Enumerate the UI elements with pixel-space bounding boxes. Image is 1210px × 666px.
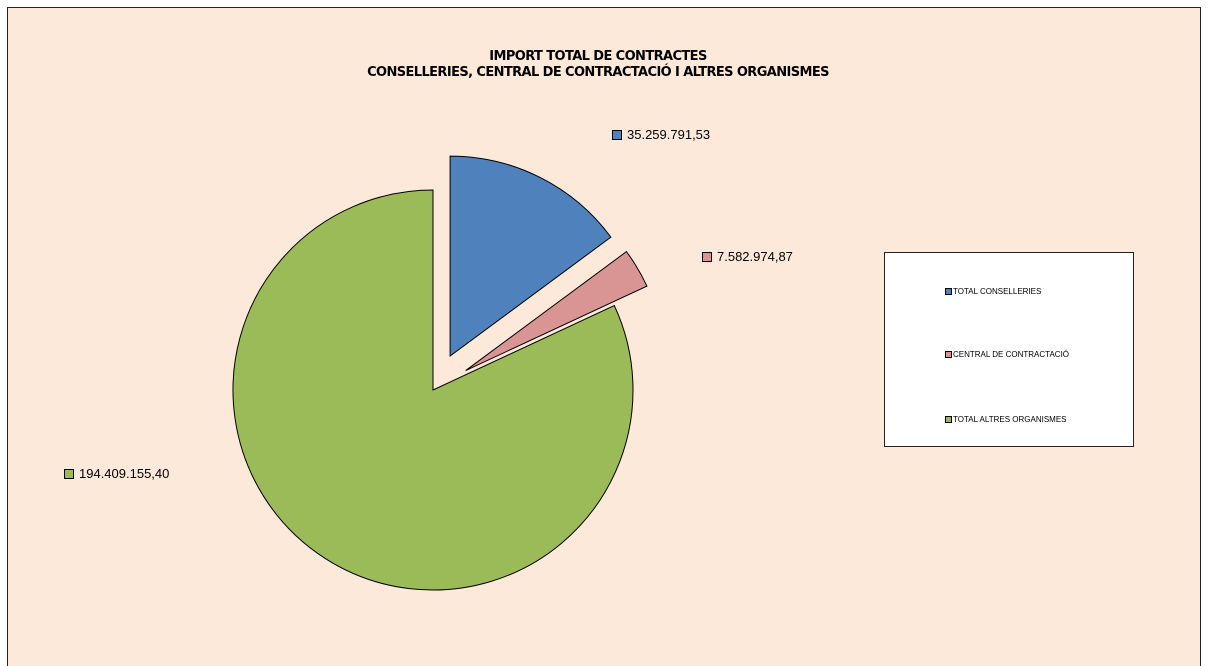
data-label-swatch — [64, 468, 74, 479]
legend-swatch — [945, 416, 952, 423]
data-label-total-conselleries: 35.259.791,53 — [612, 127, 710, 142]
data-label-swatch — [612, 129, 622, 140]
legend-item-total-conselleries[interactable]: TOTAL CONSELLERIES — [945, 287, 1041, 296]
pie-slice-total-conselleries[interactable] — [449, 155, 612, 358]
legend-item-total-altres-organismes[interactable]: TOTAL ALTRES ORGANISMES — [945, 415, 1067, 424]
pie-slice-total-altres-organismes[interactable] — [232, 189, 634, 591]
legend-swatch — [945, 288, 952, 295]
legend-label: TOTAL ALTRES ORGANISMES — [953, 415, 1067, 424]
data-label-total-altres-organismes: 194.409.155,40 — [64, 466, 169, 481]
data-label-value: 7.582.974,87 — [717, 249, 793, 264]
legend-swatch — [945, 351, 952, 358]
legend-label: CENTRAL DE CONTRACTACIÓ — [953, 350, 1070, 359]
chart-title: IMPORT TOTAL DE CONTRACTES CONSELLERIES,… — [8, 49, 1188, 81]
chart-title-line-2: CONSELLERIES, CENTRAL DE CONTRACTACIÓ I … — [367, 65, 829, 80]
data-label-swatch — [702, 251, 712, 262]
legend-item-central-de-contractacio[interactable]: CENTRAL DE CONTRACTACIÓ — [945, 350, 1069, 359]
pie-slice-central-de-contractacio[interactable] — [465, 250, 648, 372]
data-label-value: 35.259.791,53 — [627, 127, 711, 142]
data-label-central-de-contractacio: 7.582.974,87 — [702, 249, 793, 264]
data-label-value: 194.409.155,40 — [79, 466, 170, 481]
chart-legend: TOTAL CONSELLERIES CENTRAL DE CONTRACTAC… — [884, 252, 1134, 447]
chart-title-line-1: IMPORT TOTAL DE CONTRACTES — [489, 49, 707, 64]
legend-label: TOTAL CONSELLERIES — [953, 287, 1042, 296]
